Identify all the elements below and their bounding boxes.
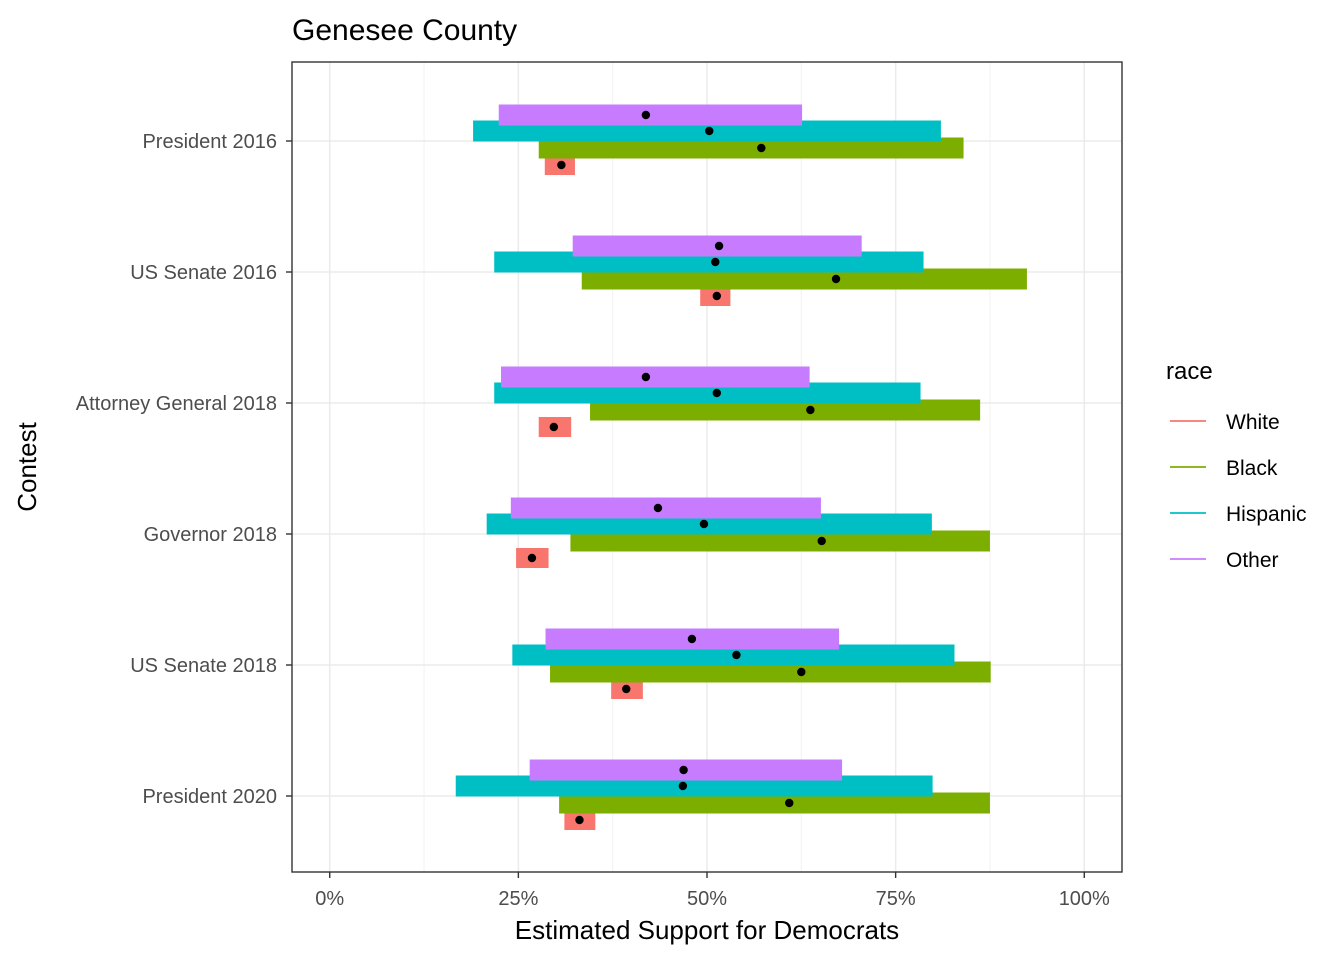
chart-title: Genesee County: [292, 14, 517, 47]
point-hispanic: [712, 388, 722, 398]
point-white: [712, 291, 722, 301]
x-axis: 0% 25% 50% 75% 100%: [315, 872, 1110, 910]
legend-label-hispanic: Hispanic: [1226, 503, 1307, 526]
x-tick-label: 100%: [1059, 888, 1110, 910]
point-black: [785, 798, 794, 808]
bar-hispanic: [486, 513, 932, 535]
bar-black: [581, 268, 1027, 290]
bar-hispanic: [494, 382, 921, 404]
point-other: [714, 241, 724, 251]
point-other: [679, 765, 688, 775]
bar-black: [590, 399, 981, 421]
minor-gridlines: [423, 62, 991, 872]
bar-other: [510, 497, 821, 519]
point-white: [575, 815, 584, 825]
point-white: [549, 422, 559, 432]
y-tick-label: US Senate 2018: [130, 655, 277, 677]
bar-black: [570, 530, 990, 552]
bar-hispanic: [494, 251, 924, 273]
x-tick-label: 25%: [498, 888, 538, 910]
y-tick-label: Attorney General 2018: [76, 393, 277, 415]
point-other: [641, 372, 651, 382]
bar-black: [538, 137, 964, 159]
y-tick-label: President 2020: [142, 786, 277, 808]
bar-black: [550, 661, 991, 683]
y-axis-title: Contest: [12, 421, 42, 511]
point-hispanic: [705, 126, 714, 136]
x-axis-title: Estimated Support for Democrats: [515, 915, 899, 945]
point-hispanic: [711, 257, 720, 267]
point-black: [817, 536, 826, 546]
bar-other: [498, 104, 803, 126]
point-white: [557, 160, 566, 170]
point-black: [797, 667, 806, 677]
y-axis: President 2016 US Senate 2016 Attorney Gen…: [76, 131, 292, 808]
legend-label-white: White: [1226, 411, 1280, 434]
point-hispanic: [699, 519, 709, 529]
y-tick-label: Governor 2018: [144, 524, 277, 546]
legend: race White Black Hispanic Other: [1166, 358, 1307, 572]
legend-label-black: Black: [1226, 457, 1278, 480]
estimate-points: [527, 110, 841, 825]
y-tick-label: US Senate 2016: [130, 262, 277, 284]
point-black: [806, 405, 815, 415]
point-hispanic: [678, 781, 688, 791]
y-tick-label: President 2016: [142, 131, 277, 153]
point-white: [527, 553, 537, 563]
bar-hispanic: [455, 775, 933, 797]
point-other: [687, 634, 697, 644]
x-tick-label: 50%: [687, 888, 727, 910]
x-tick-label: 0%: [315, 888, 344, 910]
point-other: [653, 503, 663, 513]
bar-other: [501, 366, 810, 388]
point-black: [757, 143, 766, 153]
point-black: [831, 274, 841, 284]
legend-label-other: Other: [1226, 549, 1279, 572]
point-white: [622, 684, 631, 694]
point-hispanic: [732, 650, 741, 660]
legend-title: race: [1166, 358, 1213, 385]
point-other: [641, 110, 651, 120]
bar-black: [559, 792, 990, 814]
x-tick-label: 75%: [876, 888, 916, 910]
